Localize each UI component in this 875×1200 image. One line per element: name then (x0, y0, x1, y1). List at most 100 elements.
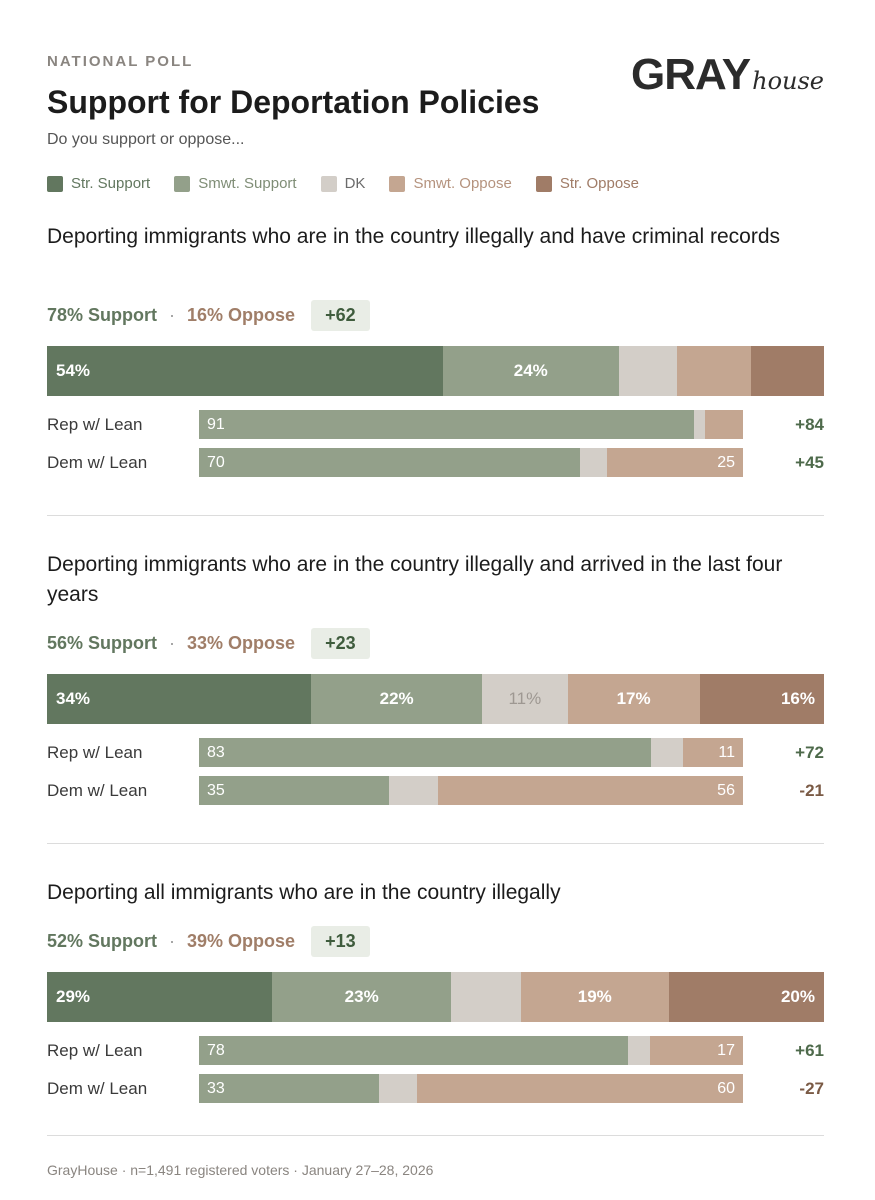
subgroup-row: Rep w/ Lean 78 17 +61 (47, 1036, 824, 1065)
legend-label: Smwt. Oppose (413, 175, 512, 192)
subgroup-oppose-segment: 25 (606, 448, 743, 477)
subgroup-bar: 70 25 (199, 448, 743, 477)
eyebrow: NATIONAL POLL (47, 53, 194, 70)
subgroup-support-segment: 35 (199, 776, 390, 805)
subgroup-oppose-segment: 17 (649, 1036, 743, 1065)
subgroup-label: Dem w/ Lean (47, 1079, 148, 1098)
legend-swatch (174, 175, 191, 192)
subgroup-support-segment: 70 (199, 448, 580, 477)
subgroup-label: Dem w/ Lean (47, 453, 148, 472)
section-divider (47, 843, 824, 844)
legend-item: Smwt. Oppose (389, 175, 512, 192)
subgroup-support-segment: 33 (199, 1074, 379, 1103)
bar-segment-str-oppose: 20% (668, 972, 824, 1022)
legend-swatch (535, 175, 552, 192)
logo-italic: house (752, 67, 824, 95)
section-divider (47, 1135, 824, 1136)
legend-label: Str. Oppose (559, 175, 640, 192)
legend-item: DK (320, 175, 366, 192)
subgroup-row: Dem w/ Lean 70 25 +45 (47, 448, 824, 477)
bar-segment-dk (618, 346, 678, 396)
subgroup-net: +45 (795, 453, 824, 472)
subgroup-row: Dem w/ Lean 35 56 -21 (47, 776, 824, 805)
oppose-total: 39% Oppose (187, 931, 296, 951)
question-title: Deporting immigrants who are in the coun… (47, 225, 781, 248)
bar-segment-smwt-oppose: 17% (567, 674, 700, 724)
subgroup-bar: 78 17 (199, 1036, 743, 1065)
oppose-total: 33% Oppose (187, 633, 296, 653)
legend-item: Str. Support (47, 175, 150, 192)
bar-segment-smwt-support: 22% (311, 674, 483, 724)
subgroup-dk-segment (579, 448, 607, 477)
subgroup-support-segment: 91 (199, 410, 695, 439)
subgroup-net: +61 (795, 1041, 824, 1060)
bar-segment-smwt-support: 24% (442, 346, 619, 396)
support-total: 78% Support (47, 305, 158, 325)
subgroup-net: -27 (799, 1079, 824, 1098)
bar-segment-str-oppose: 16% (699, 674, 824, 724)
page-subtitle: Do you support or oppose... (47, 131, 245, 148)
overall-stacked-bar: 34% 22% 11% 17% 16% (47, 674, 824, 724)
oppose-total: 16% Oppose (187, 305, 296, 325)
grayhouse-logo: GRAYhouse (631, 50, 824, 100)
separator-dot: · (169, 931, 176, 951)
subgroup-dk-segment (650, 738, 684, 767)
legend-swatch (320, 175, 337, 192)
net-badge: +62 (311, 300, 370, 331)
legend-swatch (389, 175, 406, 192)
overall-stacked-bar: 54% 24% (47, 346, 824, 396)
subgroup-row: Rep w/ Lean 83 11 +72 (47, 738, 824, 767)
subgroup-net: -21 (799, 781, 824, 800)
subgroup-oppose-segment (704, 410, 743, 439)
legend-label: Smwt. Support (198, 175, 297, 192)
legend-item: Str. Oppose (535, 175, 640, 192)
separator-dot: · (169, 633, 176, 653)
legend-label: DK (344, 175, 366, 192)
subgroup-support-segment: 83 (199, 738, 651, 767)
question-section: Deporting all immigrants who are in the … (47, 878, 824, 1103)
question-title: Deporting all immigrants who are in the … (47, 881, 561, 904)
subgroup-dk-segment (627, 1036, 650, 1065)
subgroup-net: +72 (795, 743, 824, 762)
bar-segment-str-support: 34% (47, 674, 312, 724)
footer-source: GrayHouse · n=1,491 registered voters · … (47, 1162, 434, 1178)
subgroup-dk-segment (694, 410, 705, 439)
subgroup-dk-segment (378, 1074, 417, 1103)
subgroup-row: Dem w/ Lean 33 60 -27 (47, 1074, 824, 1103)
question-section: Deporting immigrants who are in the coun… (47, 550, 824, 805)
bar-segment-str-oppose (750, 346, 824, 396)
subgroup-label: Rep w/ Lean (47, 743, 143, 762)
subgroup-label: Dem w/ Lean (47, 781, 148, 800)
subgroup-net: +84 (795, 415, 824, 434)
net-badge: +13 (311, 926, 370, 957)
bar-segment-dk: 11% (482, 674, 568, 724)
bar-segment-str-support: 54% (47, 346, 443, 396)
subgroup-label: Rep w/ Lean (47, 1041, 143, 1060)
support-summary: 78% Support · 16% Oppose +62 (47, 300, 370, 331)
question-section: Deporting immigrants who are in the coun… (47, 222, 824, 477)
subgroup-row: Rep w/ Lean 91 +84 (47, 410, 824, 439)
bar-segment-dk (451, 972, 521, 1022)
section-divider (47, 515, 824, 516)
support-summary: 52% Support · 39% Oppose +13 (47, 926, 370, 957)
bar-segment-smwt-support: 23% (272, 972, 452, 1022)
subgroup-support-segment: 78 (199, 1036, 628, 1065)
subgroup-bar: 35 56 (199, 776, 743, 805)
logo-bold: GRAY (631, 50, 751, 99)
legend-item: Smwt. Support (174, 175, 297, 192)
subgroup-bar: 91 (199, 410, 743, 439)
bar-segment-str-support: 29% (47, 972, 273, 1022)
bar-segment-smwt-oppose (677, 346, 751, 396)
subgroup-oppose-segment: 11 (683, 738, 743, 767)
bar-segment-smwt-oppose: 19% (520, 972, 669, 1022)
legend-swatch (47, 175, 63, 192)
subgroup-dk-segment (389, 776, 439, 805)
subgroup-label: Rep w/ Lean (47, 415, 143, 434)
net-badge: +23 (311, 628, 370, 659)
legend: Str. Support Smwt. Support DK Smwt. Oppose S… (47, 175, 639, 192)
support-total: 52% Support (47, 931, 158, 951)
separator-dot: · (169, 305, 176, 325)
subgroup-bar: 83 11 (199, 738, 743, 767)
subgroup-oppose-segment: 56 (438, 776, 743, 805)
support-total: 56% Support (47, 633, 158, 653)
